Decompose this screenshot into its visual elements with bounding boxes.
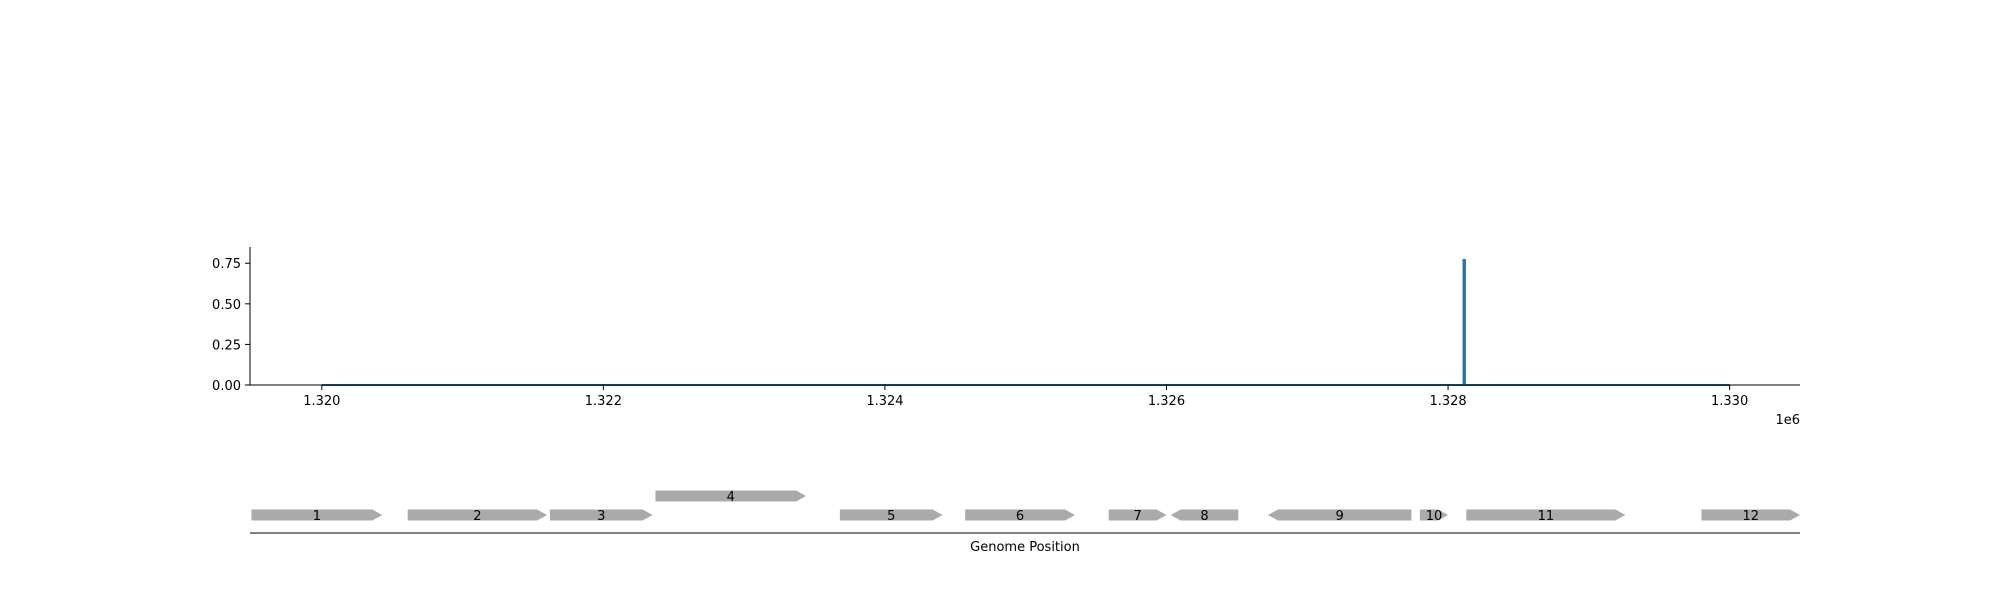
gene-arrow-3 — [549, 509, 653, 521]
x-tick-label: 1.320 — [303, 394, 340, 409]
x-ticks: 1.320 1.322 1.324 1.326 1.328 1.330 — [303, 385, 1748, 409]
series-layer — [321, 258, 1730, 386]
gene-label-10: 10 — [1426, 509, 1443, 524]
gene-label-8: 8 — [1200, 509, 1208, 524]
gene-track: 1 2 345 6 7 8 9 10 11 12 Genome Position — [250, 490, 1800, 555]
y-tick-label: 0.00 — [212, 379, 241, 394]
gene-arrow-1 — [251, 509, 383, 521]
gene-label-6: 6 — [1016, 509, 1024, 524]
gene-arrow-12 — [1701, 509, 1800, 521]
gene-arrow-10 — [1419, 509, 1449, 521]
gene-label-7: 7 — [1133, 509, 1141, 524]
gene-track-xlabel: Genome Position — [970, 540, 1080, 555]
y-tick-label: 0.25 — [212, 338, 241, 353]
gene-arrow-8 — [1170, 509, 1239, 521]
gene-arrow-6 — [965, 509, 1075, 521]
gene-arrow-4 — [655, 490, 807, 502]
gene-label-4: 4 — [727, 490, 735, 505]
coverage-plot: 1.320 1.322 1.324 1.326 1.328 1.330 0.000.250… — [212, 247, 1800, 428]
y-tick-label: 0.75 — [212, 257, 241, 272]
gene-arrow-9 — [1267, 509, 1412, 521]
gene-label-11: 11 — [1538, 509, 1555, 524]
genes-layer: 1 2 345 6 7 8 9 10 11 12 — [251, 490, 1800, 524]
gene-arrow-2 — [407, 509, 548, 521]
gene-label-2: 2 — [473, 509, 481, 524]
gene-label-1: 1 — [313, 509, 321, 524]
x-offset-label: 1e6 — [1775, 413, 1800, 428]
gene-label-9: 9 — [1336, 509, 1344, 524]
gene-label-3: 3 — [597, 509, 605, 524]
gene-arrow-11 — [1466, 509, 1626, 521]
x-tick-label: 1.322 — [585, 394, 622, 409]
y-ticks: 0.00 0.25 0.50 0.75 — [212, 257, 250, 394]
gene-label-5: 5 — [887, 509, 895, 524]
gene-label-12: 12 — [1742, 509, 1759, 524]
series-line-0 — [321, 258, 1730, 386]
gene-arrow-7 — [1108, 509, 1167, 521]
x-tick-label: 1.326 — [1148, 394, 1185, 409]
x-tick-label: 1.324 — [866, 394, 903, 409]
x-tick-label: 1.328 — [1429, 394, 1466, 409]
gene-arrow-5 — [839, 509, 943, 521]
x-tick-label: 1.330 — [1711, 394, 1748, 409]
y-tick-label: 0.50 — [212, 298, 241, 313]
